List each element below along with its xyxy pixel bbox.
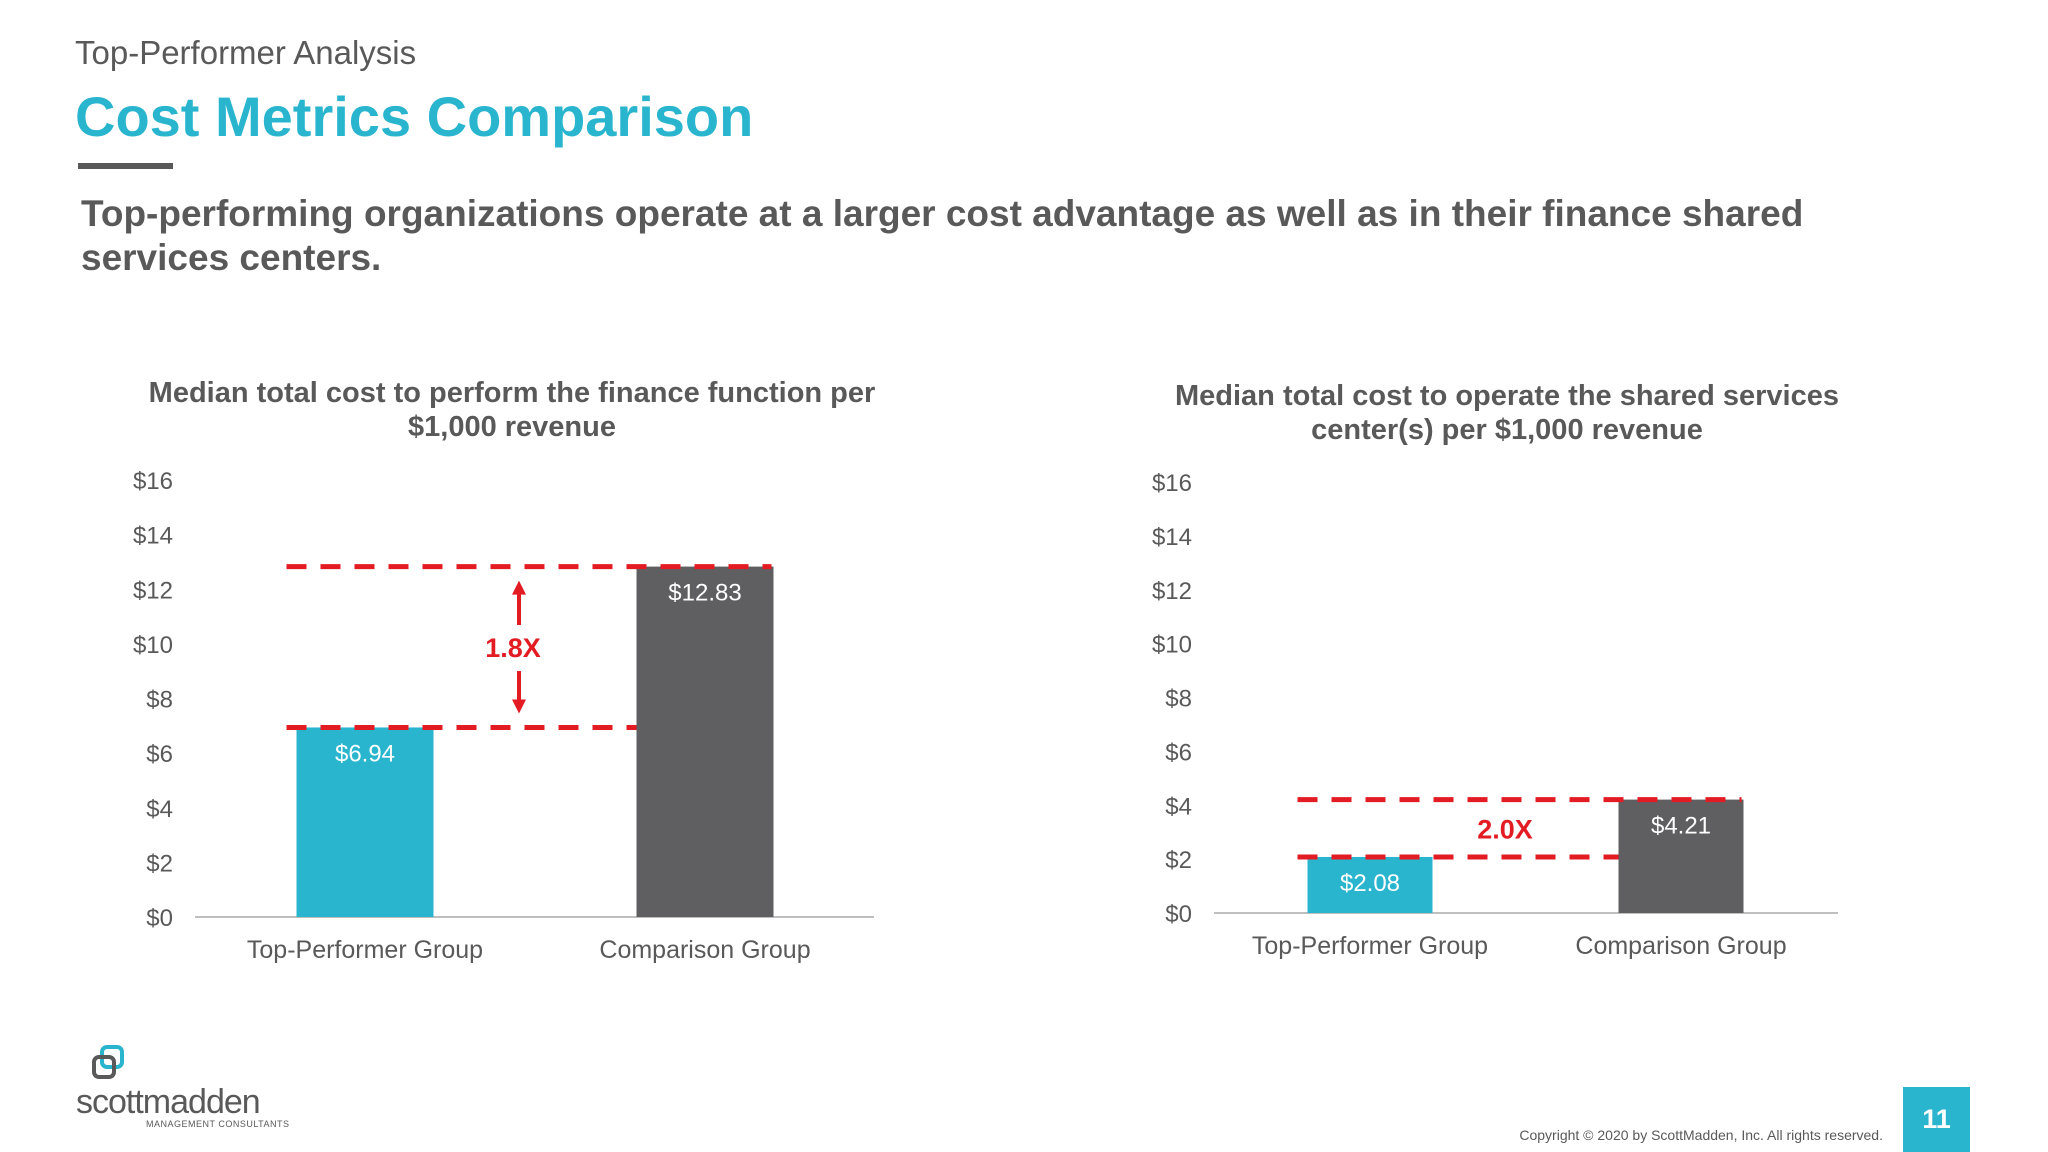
arrow-up-icon bbox=[512, 580, 526, 595]
y-tick-label: $8 bbox=[1165, 686, 1192, 713]
bar-value-label: $6.94 bbox=[335, 740, 395, 767]
page-subtitle: Top-performing organizations operate at … bbox=[81, 193, 1804, 278]
y-tick-label: $2 bbox=[1165, 847, 1192, 874]
arrow-down-icon bbox=[512, 699, 526, 714]
y-tick-label: $4 bbox=[1165, 793, 1192, 820]
bar-value-label: $2.08 bbox=[1340, 870, 1400, 897]
y-tick-label: $16 bbox=[1152, 470, 1192, 497]
chart-2-title: Median total cost to operate the shared … bbox=[1175, 380, 1839, 446]
y-tick-label: $10 bbox=[1152, 632, 1192, 659]
chart-1-title: Median total cost to perform the finance… bbox=[148, 377, 876, 443]
x-category-label: Comparison Group bbox=[599, 936, 810, 964]
logo-wordmark: scottmadden bbox=[76, 1083, 261, 1121]
section-kicker: Top-Performer Analysis bbox=[75, 34, 417, 71]
y-tick-label: $12 bbox=[133, 577, 173, 604]
x-category-label: Comparison Group bbox=[1575, 932, 1786, 960]
bar-value-label: $12.83 bbox=[668, 580, 741, 607]
logo-tagline: MANAGEMENT CONSULTANTS bbox=[146, 1119, 290, 1129]
page-number: 11 bbox=[1903, 1087, 1970, 1152]
ratio-annotation: 1.8X bbox=[485, 633, 541, 663]
bar-top-performer bbox=[296, 727, 434, 917]
bar-comparison bbox=[1618, 799, 1744, 913]
y-tick-label: $0 bbox=[1165, 901, 1192, 928]
y-tick-label: $14 bbox=[133, 523, 173, 550]
y-tick-label: $12 bbox=[1152, 578, 1192, 605]
y-tick-label: $4 bbox=[146, 796, 173, 823]
bar-comparison bbox=[636, 566, 774, 917]
title-underline bbox=[78, 163, 173, 169]
y-tick-label: $0 bbox=[146, 905, 173, 932]
y-tick-label: $2 bbox=[146, 850, 173, 877]
ratio-annotation: 2.0X bbox=[1477, 814, 1533, 844]
y-tick-label: $8 bbox=[146, 687, 173, 714]
bar-value-label: $4.21 bbox=[1651, 813, 1711, 840]
page-title: Cost Metrics Comparison bbox=[75, 85, 754, 148]
x-category-label: Top-Performer Group bbox=[247, 936, 483, 964]
scottmadden-logo-icon bbox=[92, 1045, 124, 1079]
copyright-notice: Copyright © 2020 by ScottMadden, Inc. Al… bbox=[1519, 1127, 1883, 1143]
y-tick-label: $16 bbox=[133, 468, 173, 495]
y-tick-label: $6 bbox=[1165, 739, 1192, 766]
y-tick-label: $14 bbox=[1152, 524, 1192, 551]
x-category-label: Top-Performer Group bbox=[1252, 932, 1488, 960]
y-tick-label: $10 bbox=[133, 632, 173, 659]
y-tick-label: $6 bbox=[146, 741, 173, 768]
bar-top-performer bbox=[1307, 856, 1433, 913]
